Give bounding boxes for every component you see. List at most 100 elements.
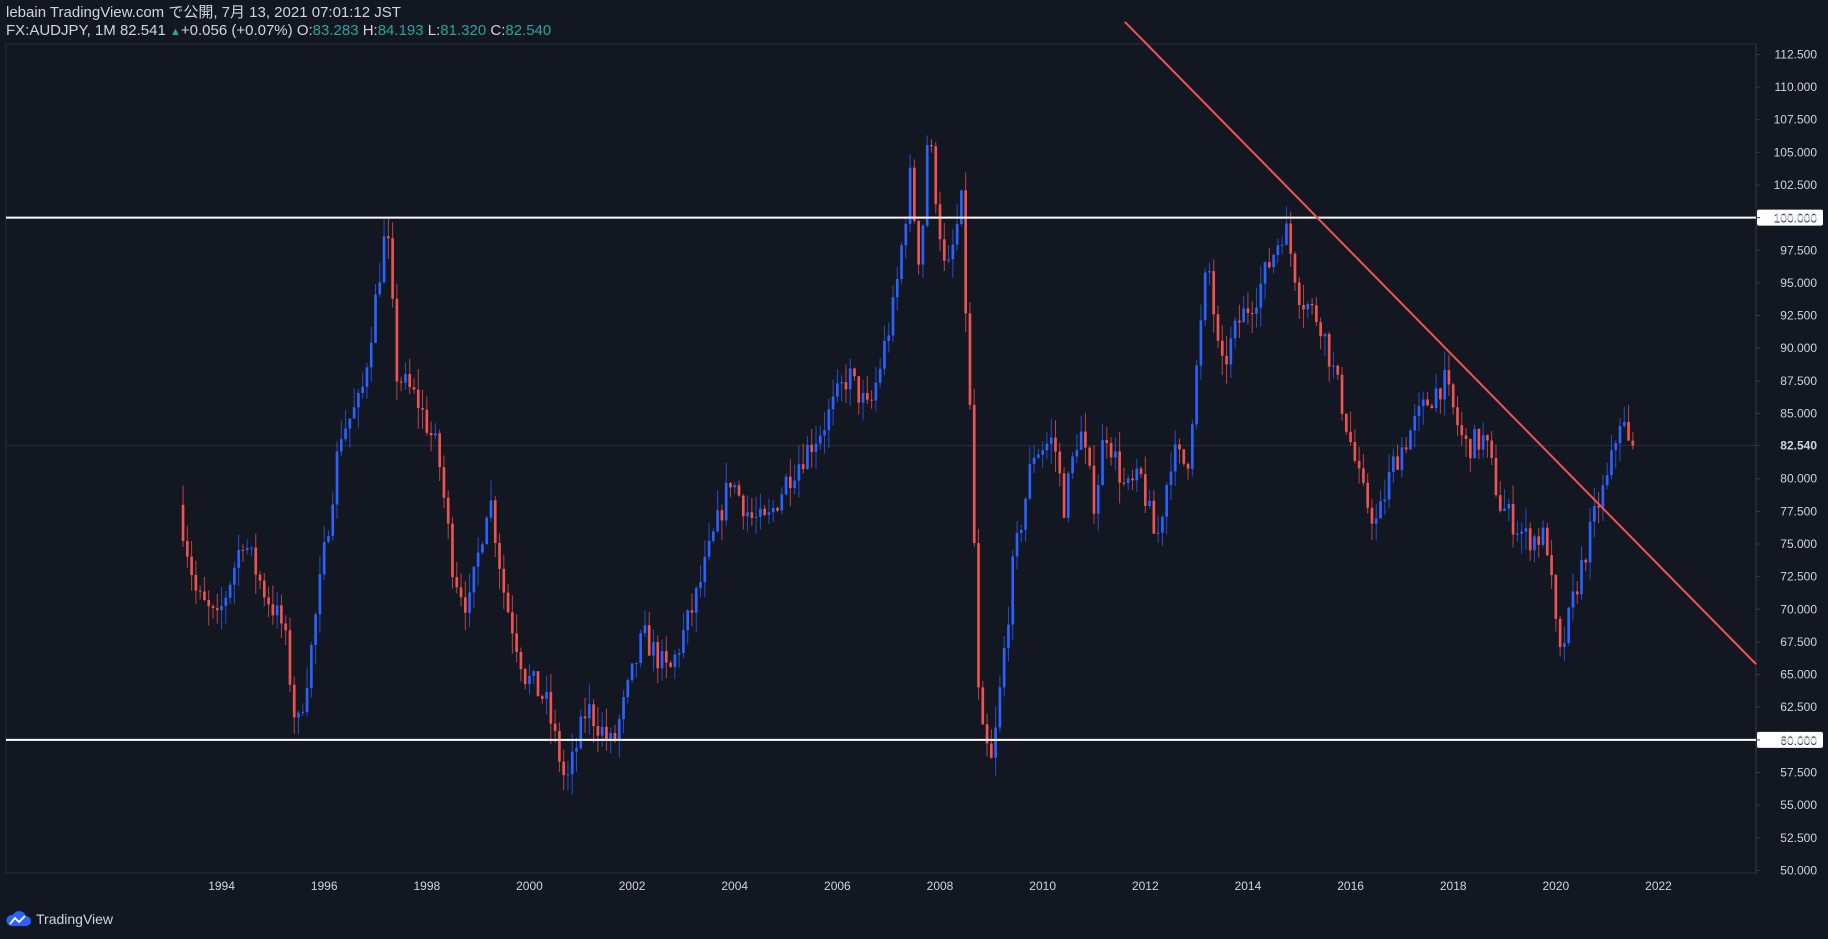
candle-body xyxy=(818,435,822,444)
candle-body xyxy=(352,407,356,419)
candle-body xyxy=(455,577,459,588)
candle-body xyxy=(1327,333,1331,367)
candle-body xyxy=(1593,506,1596,522)
candle-body xyxy=(998,687,1002,728)
candle-body xyxy=(1049,437,1053,444)
candle-body xyxy=(344,428,347,440)
candle-body xyxy=(558,730,561,762)
candle-body xyxy=(1631,440,1635,446)
candle-body xyxy=(1315,305,1318,323)
candle-body xyxy=(1622,421,1626,426)
candle-body xyxy=(1208,271,1211,273)
candle-body xyxy=(532,671,536,676)
candle-body xyxy=(318,574,322,615)
candle-body xyxy=(827,409,831,431)
candle-body xyxy=(1413,415,1417,431)
x-tick-label: 2008 xyxy=(927,879,954,893)
candle-body xyxy=(613,733,617,740)
candle-body xyxy=(1152,500,1156,534)
candle-body xyxy=(224,597,228,606)
candle-body xyxy=(1627,421,1630,441)
candle-body xyxy=(891,297,895,336)
y-tick-label: 105.000 xyxy=(1774,145,1818,159)
candle-body xyxy=(669,662,672,667)
candle-body xyxy=(1045,443,1049,451)
candle-body xyxy=(784,476,788,495)
candle-body xyxy=(1041,450,1044,455)
candle-body xyxy=(476,552,480,567)
candle-body xyxy=(348,418,352,429)
candle-body xyxy=(1280,244,1284,246)
candle-body xyxy=(1486,435,1489,441)
candle-body xyxy=(1220,340,1224,356)
candle-body xyxy=(934,146,938,205)
candle-body xyxy=(1212,271,1216,315)
candle-body xyxy=(250,547,253,549)
y-tick-label: 70.000 xyxy=(1780,602,1817,616)
candle-body xyxy=(596,726,600,736)
candle-body xyxy=(801,464,805,470)
x-tick-label: 2004 xyxy=(721,879,748,893)
candle-body xyxy=(737,485,741,496)
candle-body xyxy=(220,605,223,611)
candle-body xyxy=(1062,473,1066,518)
candle-body xyxy=(1610,450,1613,476)
footer-brand[interactable]: TradingView xyxy=(5,911,113,927)
x-tick-label: 2000 xyxy=(516,879,543,893)
candle-body xyxy=(416,389,420,408)
candle-body xyxy=(1434,388,1438,409)
candle-body xyxy=(1456,407,1459,426)
candle-body xyxy=(301,711,305,713)
candle-body xyxy=(861,393,865,403)
y-tick-label: 80.000 xyxy=(1780,472,1817,486)
candle-body xyxy=(1340,374,1344,414)
level-label: 100.000 xyxy=(1774,212,1818,226)
price-label-bg xyxy=(1757,437,1823,454)
change-value: +0.056 (+0.07%) xyxy=(180,22,293,39)
candle-body xyxy=(1186,463,1190,469)
candle-body xyxy=(1255,307,1258,314)
candle-body xyxy=(1511,503,1515,535)
level-label-bg xyxy=(1757,731,1823,748)
candle-body xyxy=(938,204,942,240)
candle-body xyxy=(1503,508,1506,511)
candle-body xyxy=(566,774,570,776)
candle-body xyxy=(1007,624,1010,648)
candle-body xyxy=(186,540,189,557)
candle-body xyxy=(1002,647,1006,688)
candle-body xyxy=(1400,447,1404,470)
candle-body xyxy=(900,245,903,279)
candle-body xyxy=(1246,308,1250,313)
candle-body xyxy=(399,381,403,383)
candle-body xyxy=(1357,460,1361,469)
candle-body xyxy=(776,507,779,511)
candle-body xyxy=(1122,482,1126,484)
candle-body xyxy=(806,444,809,470)
candle-body xyxy=(1182,449,1186,464)
candle-body xyxy=(1545,527,1549,556)
candle-body xyxy=(1131,478,1134,481)
candle-body xyxy=(1498,495,1502,511)
candle-body xyxy=(942,239,946,261)
candle-body xyxy=(288,630,292,685)
candle-body xyxy=(1135,468,1139,481)
candle-body xyxy=(690,610,694,613)
candle-body xyxy=(425,409,429,433)
candle-body xyxy=(686,610,690,631)
candle-body xyxy=(647,625,651,656)
candle-body xyxy=(387,236,390,239)
candle-body xyxy=(211,606,215,609)
candle-body xyxy=(763,508,767,516)
candle-body xyxy=(267,597,270,605)
candle-body xyxy=(365,367,369,387)
candle-body xyxy=(1169,471,1173,485)
candle-body xyxy=(1370,507,1374,524)
candle-body xyxy=(617,719,621,740)
candle-body xyxy=(1019,529,1023,534)
candle-body xyxy=(1272,254,1275,268)
candle-body xyxy=(994,727,997,758)
level-label: 60.000 xyxy=(1780,734,1817,748)
high-label: H: xyxy=(362,22,378,39)
candle-body xyxy=(1178,444,1181,450)
